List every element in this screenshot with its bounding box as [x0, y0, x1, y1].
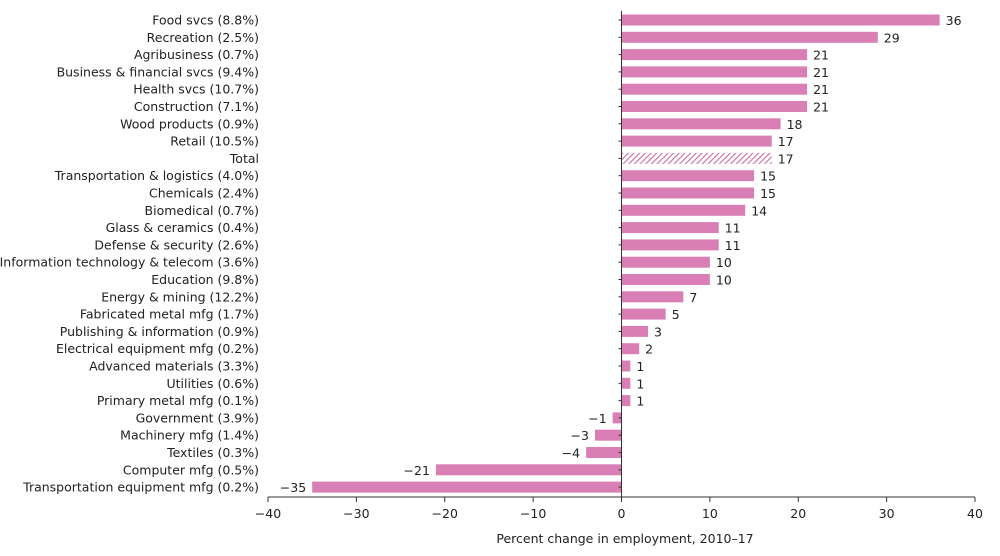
category-label: Government (3.9%): [136, 410, 259, 425]
category-label: Energy & mining (12.2%): [101, 289, 259, 304]
x-tick-label: 40: [967, 506, 983, 521]
category-label: Transportation equipment mfg (0.2%): [22, 480, 259, 495]
bar: [621, 291, 684, 303]
category-label: Primary metal mfg (0.1%): [97, 393, 259, 408]
category-label: Machinery mfg (1.4%): [120, 428, 259, 443]
bar: [594, 429, 622, 441]
x-axis: −40 −30 −20 −10 0 10 20 30 40: [255, 11, 983, 521]
category-labels: Food svcs (8.8%) Recreation (2.5%) Agribus…: [0, 13, 259, 495]
category-label: Agribusiness (0.7%): [134, 47, 259, 62]
bar: [621, 343, 640, 355]
category-label: Textiles (0.3%): [166, 445, 259, 460]
value-label: −4: [562, 446, 580, 461]
value-label: 18: [787, 117, 803, 132]
bar: [621, 360, 631, 372]
category-label: Recreation (2.5%): [147, 30, 259, 45]
bar: [621, 31, 878, 43]
bar: [621, 49, 808, 61]
value-label: 21: [813, 82, 829, 97]
category-label: Chemicals (2.4%): [149, 186, 259, 201]
bar: [612, 412, 622, 424]
category-label: Health svcs (10.7%): [133, 82, 259, 97]
bar: [621, 274, 710, 285]
category-label: Construction (7.1%): [134, 99, 259, 114]
category-label: Retail (10.5%): [170, 134, 259, 149]
value-label: −21: [404, 463, 430, 478]
value-label: −1: [588, 411, 606, 426]
category-label: Utilities (0.6%): [166, 376, 259, 391]
value-label: 10: [716, 255, 732, 270]
category-label: Computer mfg (0.5%): [123, 462, 259, 477]
bar: [435, 464, 622, 476]
bar: [621, 83, 808, 95]
value-label: 1: [636, 376, 644, 391]
category-label: Food svcs (8.8%): [152, 13, 259, 28]
bar: [621, 14, 940, 26]
category-label: Electrical equipment mfg (0.2%): [56, 341, 259, 356]
value-label: 17: [778, 134, 794, 149]
category-label: Publishing & information (0.9%): [60, 324, 259, 339]
x-tick-label: 20: [790, 506, 806, 521]
value-label: 11: [725, 238, 741, 253]
value-label: 3: [654, 324, 662, 339]
x-tick-label: 30: [879, 506, 895, 521]
bars: [312, 14, 940, 493]
bar: [621, 256, 710, 268]
value-label: 7: [689, 290, 697, 305]
bar: [586, 447, 622, 458]
bar: [621, 377, 631, 389]
bar: [621, 66, 808, 78]
category-label: Advanced materials (3.3%): [89, 359, 259, 374]
bar: [621, 118, 781, 130]
category-label: Transportation & logistics (4.0%): [54, 168, 259, 183]
value-labels: 362921212121181717151514111110107532111−…: [280, 13, 962, 495]
bar: [621, 395, 631, 407]
category-label: Fabricated metal mfg (1.7%): [80, 307, 259, 322]
bar: [621, 222, 719, 234]
x-tick-label: 0: [618, 506, 626, 521]
category-label: Defense & security (2.6%): [94, 237, 259, 252]
bar: [621, 308, 666, 320]
bar-total: [621, 152, 772, 164]
bar: [312, 481, 622, 493]
bar: [621, 239, 719, 251]
value-label: −3: [571, 428, 589, 443]
value-label: 17: [778, 151, 794, 166]
value-label: 15: [760, 169, 776, 184]
x-tick-label: −20: [432, 506, 458, 521]
value-label: 2: [645, 342, 653, 357]
x-tick-label: −30: [343, 506, 369, 521]
category-label: Information technology & telecom (3.6%): [0, 255, 259, 270]
category-label: Business & financial svcs (9.4%): [57, 64, 259, 79]
value-label: −35: [280, 480, 306, 495]
x-tick-label: 10: [702, 506, 718, 521]
category-label: Biomedical (0.7%): [145, 203, 259, 218]
value-label: 1: [636, 394, 644, 409]
bar: [621, 204, 746, 216]
value-label: 29: [884, 30, 900, 45]
x-axis-title: Percent change in employment, 2010–17: [496, 531, 753, 546]
x-tick-label: −10: [520, 506, 546, 521]
bar: [621, 101, 808, 112]
value-label: 11: [725, 221, 741, 236]
value-label: 10: [716, 273, 732, 288]
value-label: 21: [813, 65, 829, 80]
value-label: 21: [813, 48, 829, 63]
category-label: Education (9.8%): [151, 272, 259, 287]
value-label: 5: [672, 307, 680, 322]
bar: [621, 135, 772, 147]
value-label: 15: [760, 186, 776, 201]
bar: [621, 170, 755, 182]
bar: [621, 325, 649, 337]
value-label: 14: [751, 203, 767, 218]
category-label: Glass & ceramics (0.4%): [106, 220, 259, 235]
value-label: 36: [946, 13, 962, 28]
value-label: 21: [813, 100, 829, 115]
value-label: 1: [636, 359, 644, 374]
x-tick-label: −40: [255, 506, 281, 521]
category-label: Total: [229, 151, 259, 166]
bar: [621, 187, 755, 199]
category-label: Wood products (0.9%): [120, 116, 259, 131]
